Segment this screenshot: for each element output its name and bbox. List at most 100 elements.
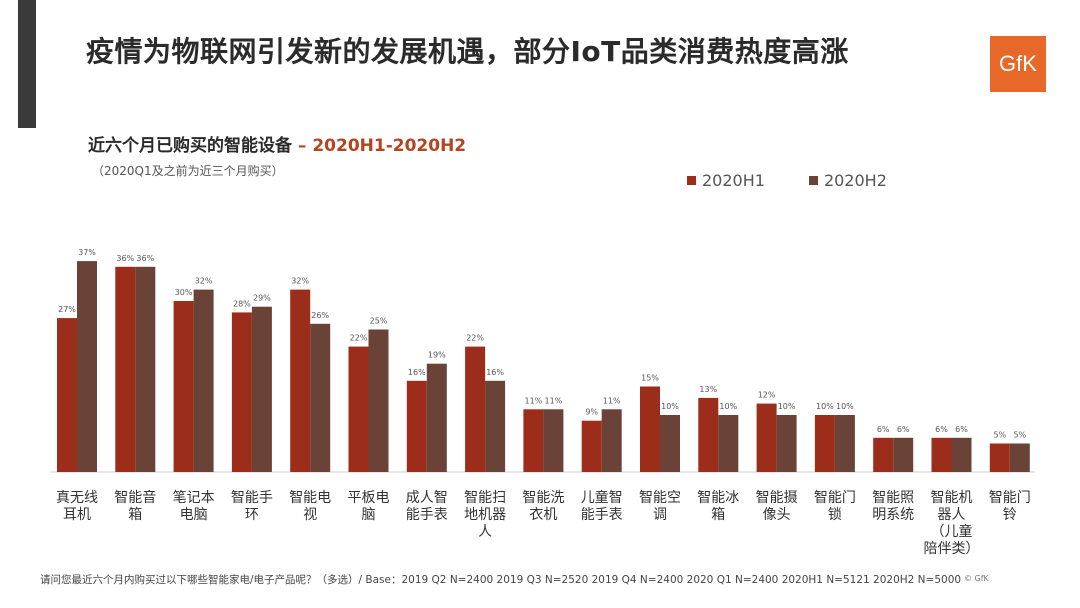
bar-2020h2 [951,437,972,472]
data-label: 10% [719,402,737,411]
category-label: 像头 [763,507,791,523]
category-label: 智能电 [289,490,331,506]
data-label: 22% [350,334,368,343]
category-label: 箱 [128,507,142,523]
bar-2020h2 [310,323,331,472]
data-label: 16% [408,368,426,377]
data-label: 28% [233,299,251,308]
data-label: 25% [370,317,388,326]
category-label: 智能空 [639,490,681,506]
bar-2020h1 [523,409,544,472]
bar-2020h1 [640,386,660,472]
bar-2020h1 [231,312,252,472]
bar-2020h2 [77,261,97,472]
bar-2020h2 [426,363,447,472]
bar-2020h2 [834,415,855,472]
category-label: 地机器 [464,507,506,523]
survey-footnote: 请问您最近六个月内购买过以下哪些智能家电/电子产品呢？（多选）/ Base：20… [40,574,962,586]
chart-title: 近六个月已购买的智能设备 – 2020H1-2020H2 [88,131,466,156]
category-label: 智能照 [872,490,914,506]
bar-2020h2 [543,409,564,472]
data-label: 12% [758,391,776,400]
bar-2020h2 [251,306,272,472]
category-label: 智能门 [814,490,856,506]
bar-2020h2 [893,437,914,472]
bar-2020h1 [989,443,1010,472]
data-label: 29% [253,294,271,303]
category-label: 人 [478,524,492,540]
legend-label-h1: 2020H1 [702,171,765,190]
legend-swatch-h2 [808,176,818,185]
data-label: 9% [585,408,598,417]
data-label: 36% [136,254,154,263]
category-label: 调 [653,507,667,523]
bar-2020h2 [1009,443,1030,472]
category-label: 智能机 [931,490,973,506]
bar-2020h2 [601,409,622,472]
logo-text: GfK [999,51,1037,76]
data-label: 15% [641,374,659,383]
chart-legend: 2020H1 2020H2 [687,171,887,190]
category-label: 智能手 [231,490,273,506]
category-label: 铃 [1003,507,1017,523]
category-label: 箱 [711,507,725,523]
data-label: 6% [935,425,948,434]
category-label: 儿童智 [581,489,623,506]
category-label: 智能音 [114,489,156,506]
bar-2020h2 [193,289,214,472]
data-label: 11% [525,396,543,405]
chart-title-main: 近六个月已购买的智能设备 [88,136,292,156]
data-label: 10% [661,402,679,411]
category-label: 器人 [938,507,966,523]
data-label: 37% [78,248,96,257]
category-label: 智能冰 [697,490,739,506]
category-label: 能手表 [581,507,623,523]
bar-2020h1 [756,403,777,472]
bar-2020h1 [814,415,835,472]
bar-2020h1 [348,346,369,472]
data-label: 11% [545,396,563,405]
bar-2020h2 [485,380,506,472]
category-label: 笔记本 [173,490,215,506]
category-label: 智能门 [989,490,1031,506]
bar-2020h2 [718,415,739,472]
data-label: 5% [1013,431,1026,440]
data-label: 10% [836,402,854,411]
legend-swatch-h1 [687,176,696,185]
category-label: 智能扫 [464,490,506,506]
data-label: 6% [877,425,890,434]
data-label: 10% [816,402,834,411]
data-label: 36% [116,254,134,263]
category-label: 衣机 [529,507,557,523]
category-label: 成人智 [406,490,448,506]
data-label: 22% [466,334,484,343]
category-label: 环 [245,507,259,523]
data-label: 32% [195,277,213,286]
category-label: 脑 [362,507,376,523]
bar-2020h1 [57,318,77,472]
category-label: 真无线 [56,490,98,506]
data-label: 19% [428,351,446,360]
category-label: （儿童 [931,523,973,540]
bar-2020h1 [931,437,952,472]
category-label: 智能洗 [522,490,564,506]
legend-item-h1: 2020H1 [687,171,765,190]
category-label: 能手表 [406,507,448,523]
category-label: 明系统 [872,507,914,523]
data-label: 10% [778,402,796,411]
chart-note: （2020Q1及之前为近三个月购买） [92,164,284,178]
category-label: 智能摄 [756,490,798,506]
bar-2020h1 [873,437,894,472]
bar-2020h2 [660,415,680,472]
gfk-logo: GfK [990,36,1046,92]
bar-2020h1 [173,301,194,472]
legend-item-h2: 2020H2 [808,171,887,190]
legend-label-h2: 2020H2 [823,171,887,190]
chart-title-period: – 2020H1-2020H2 [292,136,467,156]
data-label: 27% [58,305,76,314]
category-label: 电脑 [180,507,208,523]
data-label: 6% [955,425,968,434]
data-label: 16% [486,368,504,377]
data-label: 11% [603,396,621,405]
